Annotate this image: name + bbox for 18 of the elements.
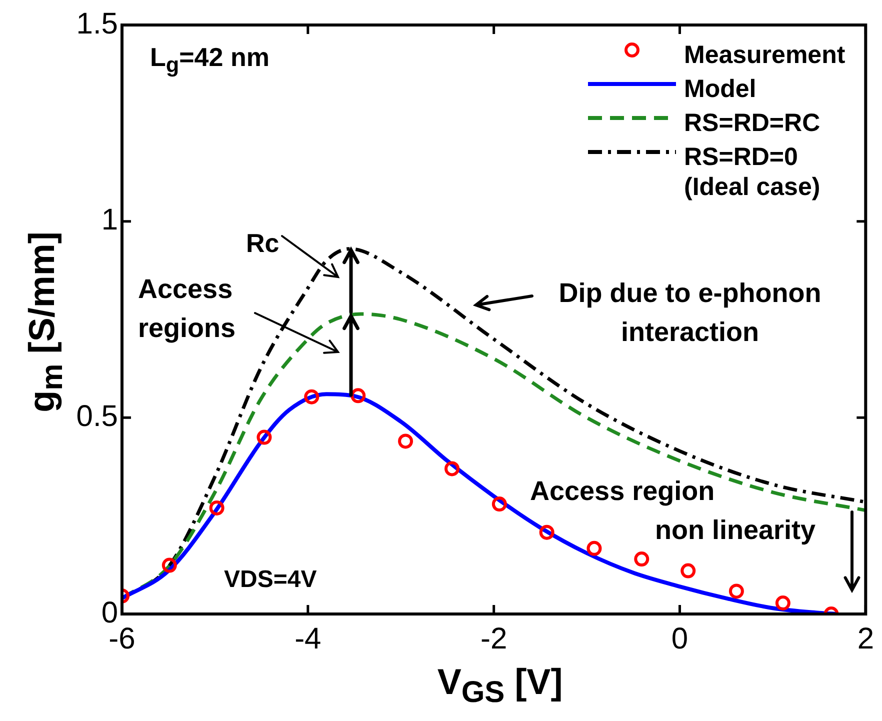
annotation: Dip due to e-phonon interaction [558, 277, 822, 350]
y-tick-label: 1.5 [76, 7, 118, 40]
annotation: L$_{g}$=42 nm [150, 42, 270, 78]
x-tick-label: -4 [294, 622, 322, 656]
x-tick-label: -2 [480, 622, 508, 656]
x-tick-label: 2 [857, 622, 874, 656]
annotation: Rc [246, 228, 280, 260]
legend-label: Model [684, 74, 756, 104]
x-axis-title: V$_{GS}$ [V] [436, 660, 564, 712]
x-tick-label: 0 [671, 622, 688, 656]
annotation: Access region non linearity [530, 475, 816, 548]
annotation: Access regions [138, 273, 236, 346]
y-tick-label: 0.5 [76, 400, 118, 433]
y-tick-label: 1 [101, 204, 118, 237]
legend-label: RS=RD=0 (Ideal case) [684, 142, 820, 202]
legend-label: RS=RD=RC [684, 108, 820, 138]
annotation: VDS=4V [224, 566, 317, 595]
legend-label: Measurement [684, 40, 846, 70]
